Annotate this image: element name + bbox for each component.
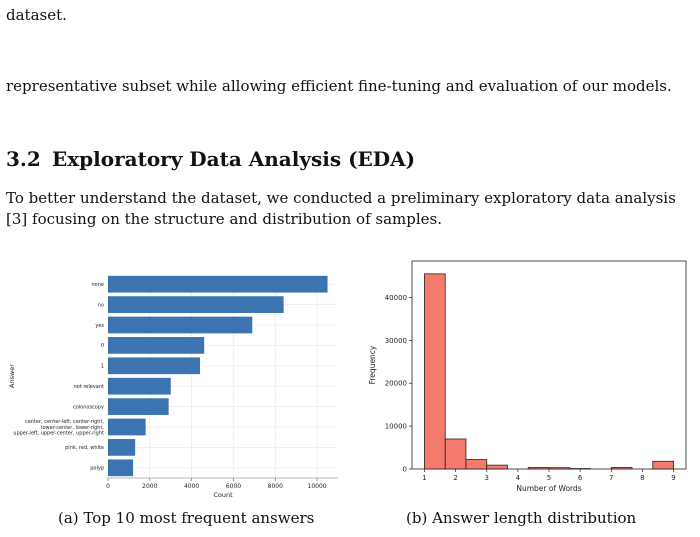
x-tick-label: 5 xyxy=(547,474,551,482)
top-answers-bar-chart: 0 2000 4000 6000 8000 10000 none no yes 0 1 not rel… xyxy=(8,274,338,499)
y-axis-label: Frequency xyxy=(368,345,377,384)
x-tick-label: 4 xyxy=(516,474,521,482)
bar xyxy=(108,316,253,334)
bar xyxy=(108,296,284,313)
histogram-bar xyxy=(610,467,633,470)
x-tick-label: 8000 xyxy=(268,483,283,490)
y-tick-label-line: no xyxy=(98,302,104,308)
y-tick-label-line: center, center-left, center-right, xyxy=(25,419,104,425)
y-tick-label: no xyxy=(98,302,104,308)
y-tick-label-line: not relevant xyxy=(74,384,104,390)
y-tick-label: center, center-left, center-right, lower-… xyxy=(13,419,104,436)
plot-frame xyxy=(411,260,687,470)
y-tick-label: none xyxy=(92,282,104,288)
x-tick-label: 1 xyxy=(422,474,426,482)
x-tick-label: 10000 xyxy=(308,483,327,490)
y-tick-label: 40000 xyxy=(385,294,407,302)
x-tick-label: 9 xyxy=(671,474,675,482)
histogram-bar xyxy=(527,467,550,470)
histogram-bar xyxy=(444,438,467,470)
bar xyxy=(108,418,146,436)
x-tick-label: 0 xyxy=(106,483,110,490)
x-axis-label: Count xyxy=(213,491,233,498)
x-tick-label: 2 xyxy=(453,474,457,482)
histogram-bar xyxy=(548,467,571,470)
histogram-bar xyxy=(652,460,674,470)
y-tick-label: yes xyxy=(95,323,104,329)
y-tick-label: 20000 xyxy=(385,380,407,388)
y-tick-label-line: 1 xyxy=(101,364,104,370)
bar xyxy=(108,377,171,395)
y-tick-label-line: yes xyxy=(95,323,104,329)
paragraph-text: dataset. xyxy=(6,6,67,24)
y-tick-label-line: upper-left, upper-center, upper-right xyxy=(13,430,104,436)
x-tick-label: 3 xyxy=(484,474,488,482)
figure-caption-a: (a) Top 10 most frequent answers xyxy=(58,509,315,527)
histogram-bar xyxy=(465,459,488,470)
x-tick-label: 2000 xyxy=(142,483,157,490)
section-number: 3.2 xyxy=(6,147,41,171)
y-tick-label-line: polyp xyxy=(90,466,104,472)
bar xyxy=(108,398,169,415)
y-tick-label: 0 xyxy=(101,343,104,349)
x-tick-label: 8 xyxy=(640,474,644,482)
figure-top-answers: 0 2000 4000 6000 8000 10000 none no yes 0 1 not rel… xyxy=(6,262,346,499)
figure-answer-length: 1 2 3 4 5 6 7 8 9 0 10000 20000 30000 40000 Number of … xyxy=(366,258,696,496)
y-tick-label: not relevant xyxy=(74,384,104,390)
bar xyxy=(108,459,134,477)
y-tick-label: 10000 xyxy=(385,423,407,431)
histogram-bar xyxy=(424,273,446,470)
y-tick-label-line: 0 xyxy=(101,343,104,349)
y-tick-label: pink, red, white xyxy=(65,445,104,451)
x-tick-label: 7 xyxy=(609,474,613,482)
y-tick-label: colonoscopy xyxy=(73,404,104,410)
y-tick-label: 1 xyxy=(101,364,104,370)
y-tick-label: 0 xyxy=(403,466,407,474)
y-tick-label: polyp xyxy=(90,466,104,472)
y-axis-label: Answer xyxy=(8,364,16,388)
y-tick-label-line: pink, red, white xyxy=(65,445,104,451)
paragraph-text: To better understand the dataset, we con… xyxy=(6,189,676,228)
bar xyxy=(108,357,200,375)
x-tick-label: 6 xyxy=(578,474,583,482)
x-axis-label: Number of Words xyxy=(516,484,581,493)
bar xyxy=(108,275,328,293)
histogram-bar xyxy=(486,464,508,470)
section-title: Exploratory Data Analysis (EDA) xyxy=(52,147,416,171)
paragraph-text: representative subset while allowing eff… xyxy=(6,77,672,95)
y-tick-label-line: lower-center, lower-right, xyxy=(41,425,104,431)
figure-caption-b: (b) Answer length distribution xyxy=(406,509,637,527)
section-heading: 3.2 Exploratory Data Analysis (EDA) xyxy=(6,147,415,171)
y-tick-label: 30000 xyxy=(385,337,407,345)
bar xyxy=(108,439,136,456)
answer-length-histogram: 1 2 3 4 5 6 7 8 9 0 10000 20000 30000 40000 Number of … xyxy=(368,260,687,493)
x-tick-label: 4000 xyxy=(184,483,199,490)
x-tick-label: 6000 xyxy=(226,483,241,490)
bar xyxy=(108,337,205,354)
y-tick-label-line: colonoscopy xyxy=(73,404,104,410)
y-tick-label-line: none xyxy=(92,282,104,288)
